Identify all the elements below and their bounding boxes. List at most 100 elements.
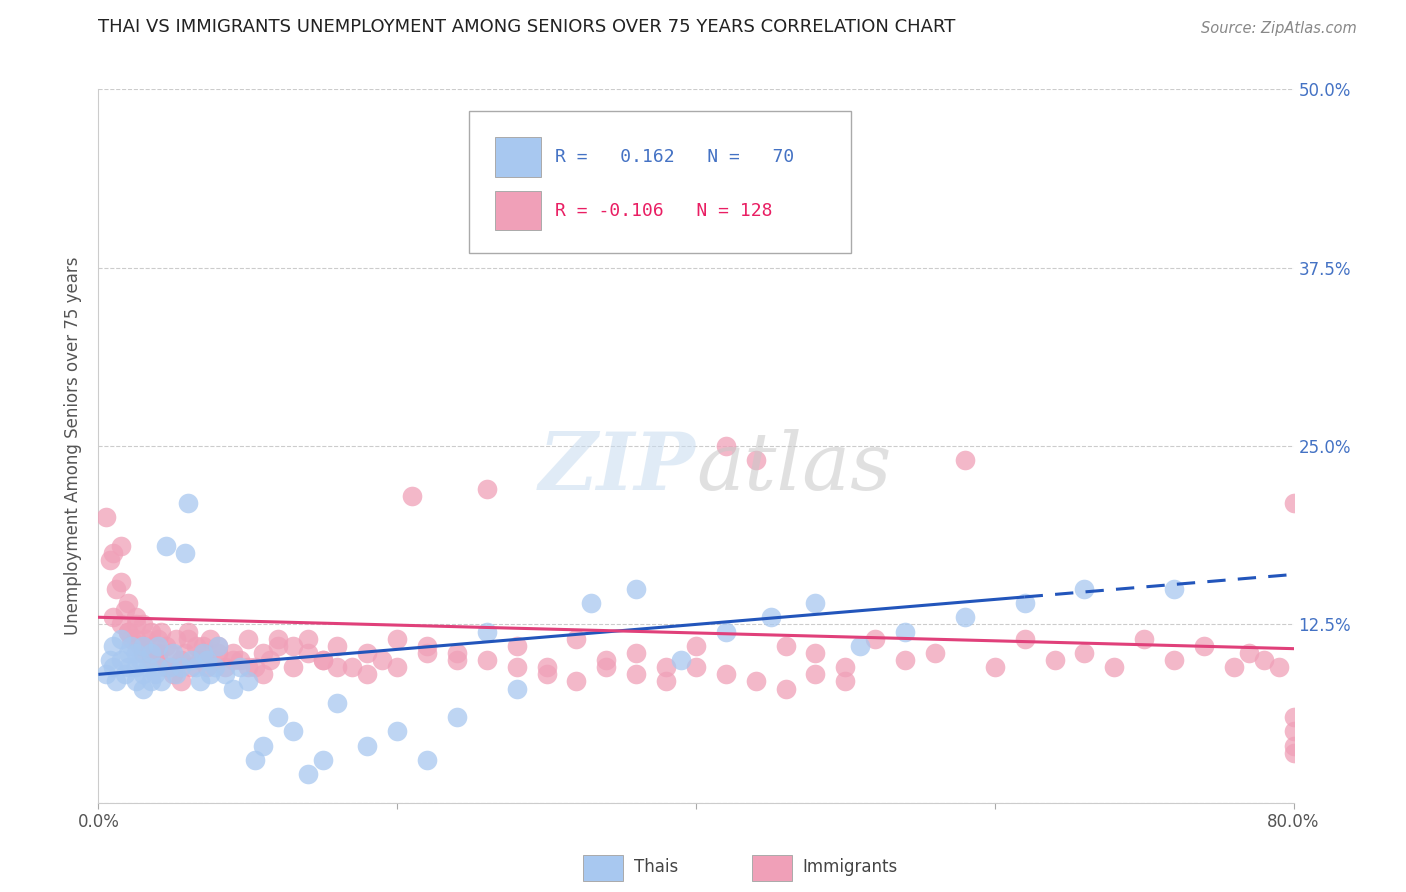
Point	[100, 553, 122, 567]
Point	[894, 624, 917, 639]
Point	[1282, 724, 1305, 739]
Point	[924, 646, 946, 660]
Point	[1104, 660, 1126, 674]
Point	[1267, 660, 1289, 674]
Point	[416, 646, 439, 660]
Point	[177, 632, 200, 646]
Point	[626, 646, 648, 660]
Point	[103, 639, 125, 653]
Point	[252, 739, 274, 753]
Point	[214, 667, 236, 681]
Bar	[495, 191, 540, 230]
Point	[252, 646, 274, 660]
Point	[169, 660, 191, 674]
Point	[110, 632, 132, 646]
Point	[132, 667, 155, 681]
Point	[326, 696, 349, 710]
Point	[759, 610, 782, 624]
Point	[236, 660, 259, 674]
Point	[105, 674, 128, 689]
Point	[953, 610, 976, 624]
Point	[103, 610, 125, 624]
Point	[114, 667, 136, 681]
Point	[148, 653, 170, 667]
Text: R =   0.162   N =   70: R = 0.162 N = 70	[555, 148, 794, 166]
Point	[984, 660, 1007, 674]
Point	[1073, 582, 1095, 596]
Point	[184, 660, 207, 674]
Point	[506, 660, 529, 674]
Point	[714, 624, 737, 639]
Point	[200, 632, 222, 646]
Point	[804, 646, 827, 660]
Text: R = -0.106   N = 128: R = -0.106 N = 128	[555, 202, 772, 219]
Point	[685, 639, 707, 653]
Point	[326, 660, 349, 674]
Point	[180, 660, 202, 674]
Point	[416, 753, 439, 767]
Point	[125, 646, 148, 660]
Point	[174, 546, 197, 560]
Point	[834, 674, 856, 689]
Point	[191, 646, 214, 660]
Point	[207, 646, 229, 660]
Point	[1133, 632, 1156, 646]
Point	[775, 681, 797, 696]
Point	[105, 582, 128, 596]
Point	[177, 496, 200, 510]
Point	[475, 653, 498, 667]
Point	[1237, 646, 1260, 660]
Point	[139, 624, 162, 639]
Point	[162, 646, 184, 660]
Point	[162, 660, 184, 674]
Point	[356, 667, 378, 681]
Point	[281, 660, 304, 674]
Point	[714, 439, 737, 453]
Point	[236, 632, 259, 646]
Point	[267, 639, 290, 653]
Point	[297, 632, 319, 646]
Point	[214, 660, 236, 674]
Point	[139, 646, 162, 660]
Point	[117, 624, 139, 639]
Point	[446, 653, 468, 667]
Point	[356, 646, 378, 660]
Text: Immigrants: Immigrants	[803, 858, 898, 876]
Point	[311, 753, 333, 767]
Point	[204, 653, 226, 667]
Point	[1192, 639, 1215, 653]
Point	[132, 639, 155, 653]
Point	[120, 632, 142, 646]
Point	[148, 632, 170, 646]
Point	[655, 674, 678, 689]
Point	[506, 681, 529, 696]
Point	[1014, 596, 1036, 610]
Point	[155, 539, 177, 553]
Point	[200, 667, 222, 681]
Point	[281, 639, 304, 653]
Point	[565, 674, 588, 689]
FancyBboxPatch shape	[470, 111, 852, 253]
Point	[110, 539, 132, 553]
Point	[849, 639, 872, 653]
Point	[110, 617, 132, 632]
Point	[1282, 746, 1305, 760]
Point	[834, 660, 856, 674]
Point	[191, 639, 214, 653]
Point	[143, 639, 166, 653]
Point	[252, 667, 274, 681]
Point	[475, 624, 498, 639]
Point	[565, 632, 588, 646]
Point	[125, 632, 148, 646]
Point	[385, 632, 409, 646]
Point	[139, 674, 162, 689]
Point	[229, 653, 252, 667]
Text: ZIP: ZIP	[538, 429, 696, 506]
Point	[311, 653, 333, 667]
Point	[94, 510, 117, 524]
Point	[1073, 646, 1095, 660]
Point	[804, 667, 827, 681]
Point	[1163, 582, 1185, 596]
Point	[159, 660, 181, 674]
Point	[745, 453, 768, 467]
